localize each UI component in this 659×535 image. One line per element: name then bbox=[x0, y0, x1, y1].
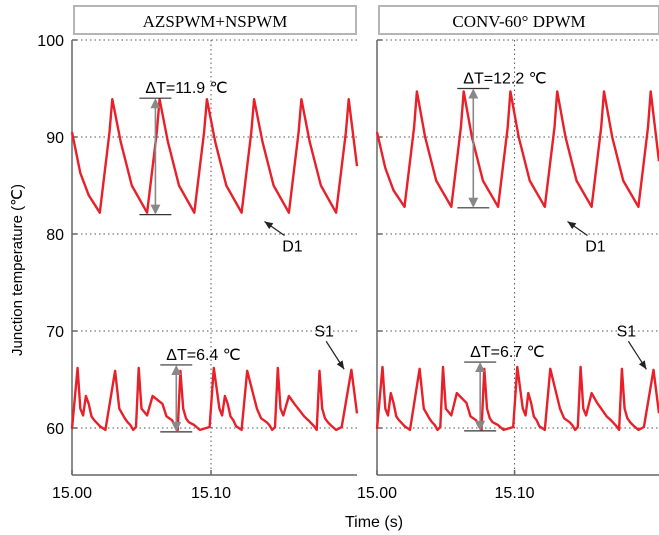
panels: AZSPWM+NSPWM 60 70 80 90 100 15.00 15.10 ΔT=11.9… bbox=[37, 5, 659, 502]
x-axis-label: Time (s) bbox=[345, 514, 403, 531]
y-tick-label: 80 bbox=[46, 227, 64, 244]
arrow-head-up-icon bbox=[475, 362, 486, 373]
delta-t-annotation: ΔT=6.7 ℃ bbox=[470, 344, 544, 361]
series-label-d1: D1 bbox=[282, 238, 303, 255]
x-tick-label: 15.00 bbox=[357, 485, 397, 502]
arrow-head-down-icon bbox=[150, 204, 161, 215]
chart-panel: AZSPWM+NSPWM 60 70 80 90 100 15.00 15.10 ΔT=11.9… bbox=[37, 5, 359, 502]
panel-title-box bbox=[73, 5, 357, 35]
panel-title-box bbox=[378, 5, 659, 35]
x-tick-label: 15.10 bbox=[191, 485, 231, 502]
callout-arrowhead-icon bbox=[638, 360, 647, 370]
chart-panel: CONV-60° DPWM 15.00 15.10 ΔT=12.2 ℃ ΔT=6.7 ℃… bbox=[357, 5, 659, 502]
x-tick-label: 15.00 bbox=[52, 485, 92, 502]
series-label-s1: S1 bbox=[314, 323, 334, 340]
panel-title: AZSPWM+NSPWM bbox=[143, 12, 288, 31]
callout-arrowhead-icon bbox=[336, 360, 345, 370]
arrow-head-up-icon bbox=[150, 98, 161, 109]
series-label-s1: S1 bbox=[617, 323, 637, 340]
y-tick-label: 100 bbox=[37, 33, 64, 50]
y-tick-label: 90 bbox=[46, 130, 64, 147]
callout-arrowhead-icon bbox=[567, 221, 577, 230]
series-line-d1 bbox=[375, 90, 659, 209]
y-axis-label: Junction temperature (℃) bbox=[9, 184, 26, 356]
arrow-head-down-icon bbox=[468, 197, 479, 208]
y-tick-label: 70 bbox=[46, 324, 64, 341]
delta-t-annotation: ΔT=11.9 ℃ bbox=[145, 80, 227, 97]
arrow-head-down-icon bbox=[475, 420, 486, 431]
arrow-head-up-icon bbox=[171, 364, 182, 375]
arrow-head-down-icon bbox=[171, 421, 182, 432]
arrow-head-up-icon bbox=[468, 88, 479, 99]
panel-title: CONV-60° DPWM bbox=[452, 12, 585, 31]
x-tick-label: 15.10 bbox=[495, 485, 535, 502]
delta-t-annotation: ΔT=6.4 ℃ bbox=[166, 347, 240, 364]
delta-t-annotation: ΔT=12.2 ℃ bbox=[463, 71, 546, 88]
callout-arrowhead-icon bbox=[264, 221, 274, 230]
series-line-s1 bbox=[70, 366, 359, 432]
series-line-s1 bbox=[375, 365, 659, 432]
series-label-d1: D1 bbox=[585, 238, 606, 255]
series-line-d1 bbox=[70, 97, 359, 214]
y-tick-label: 60 bbox=[46, 421, 64, 438]
